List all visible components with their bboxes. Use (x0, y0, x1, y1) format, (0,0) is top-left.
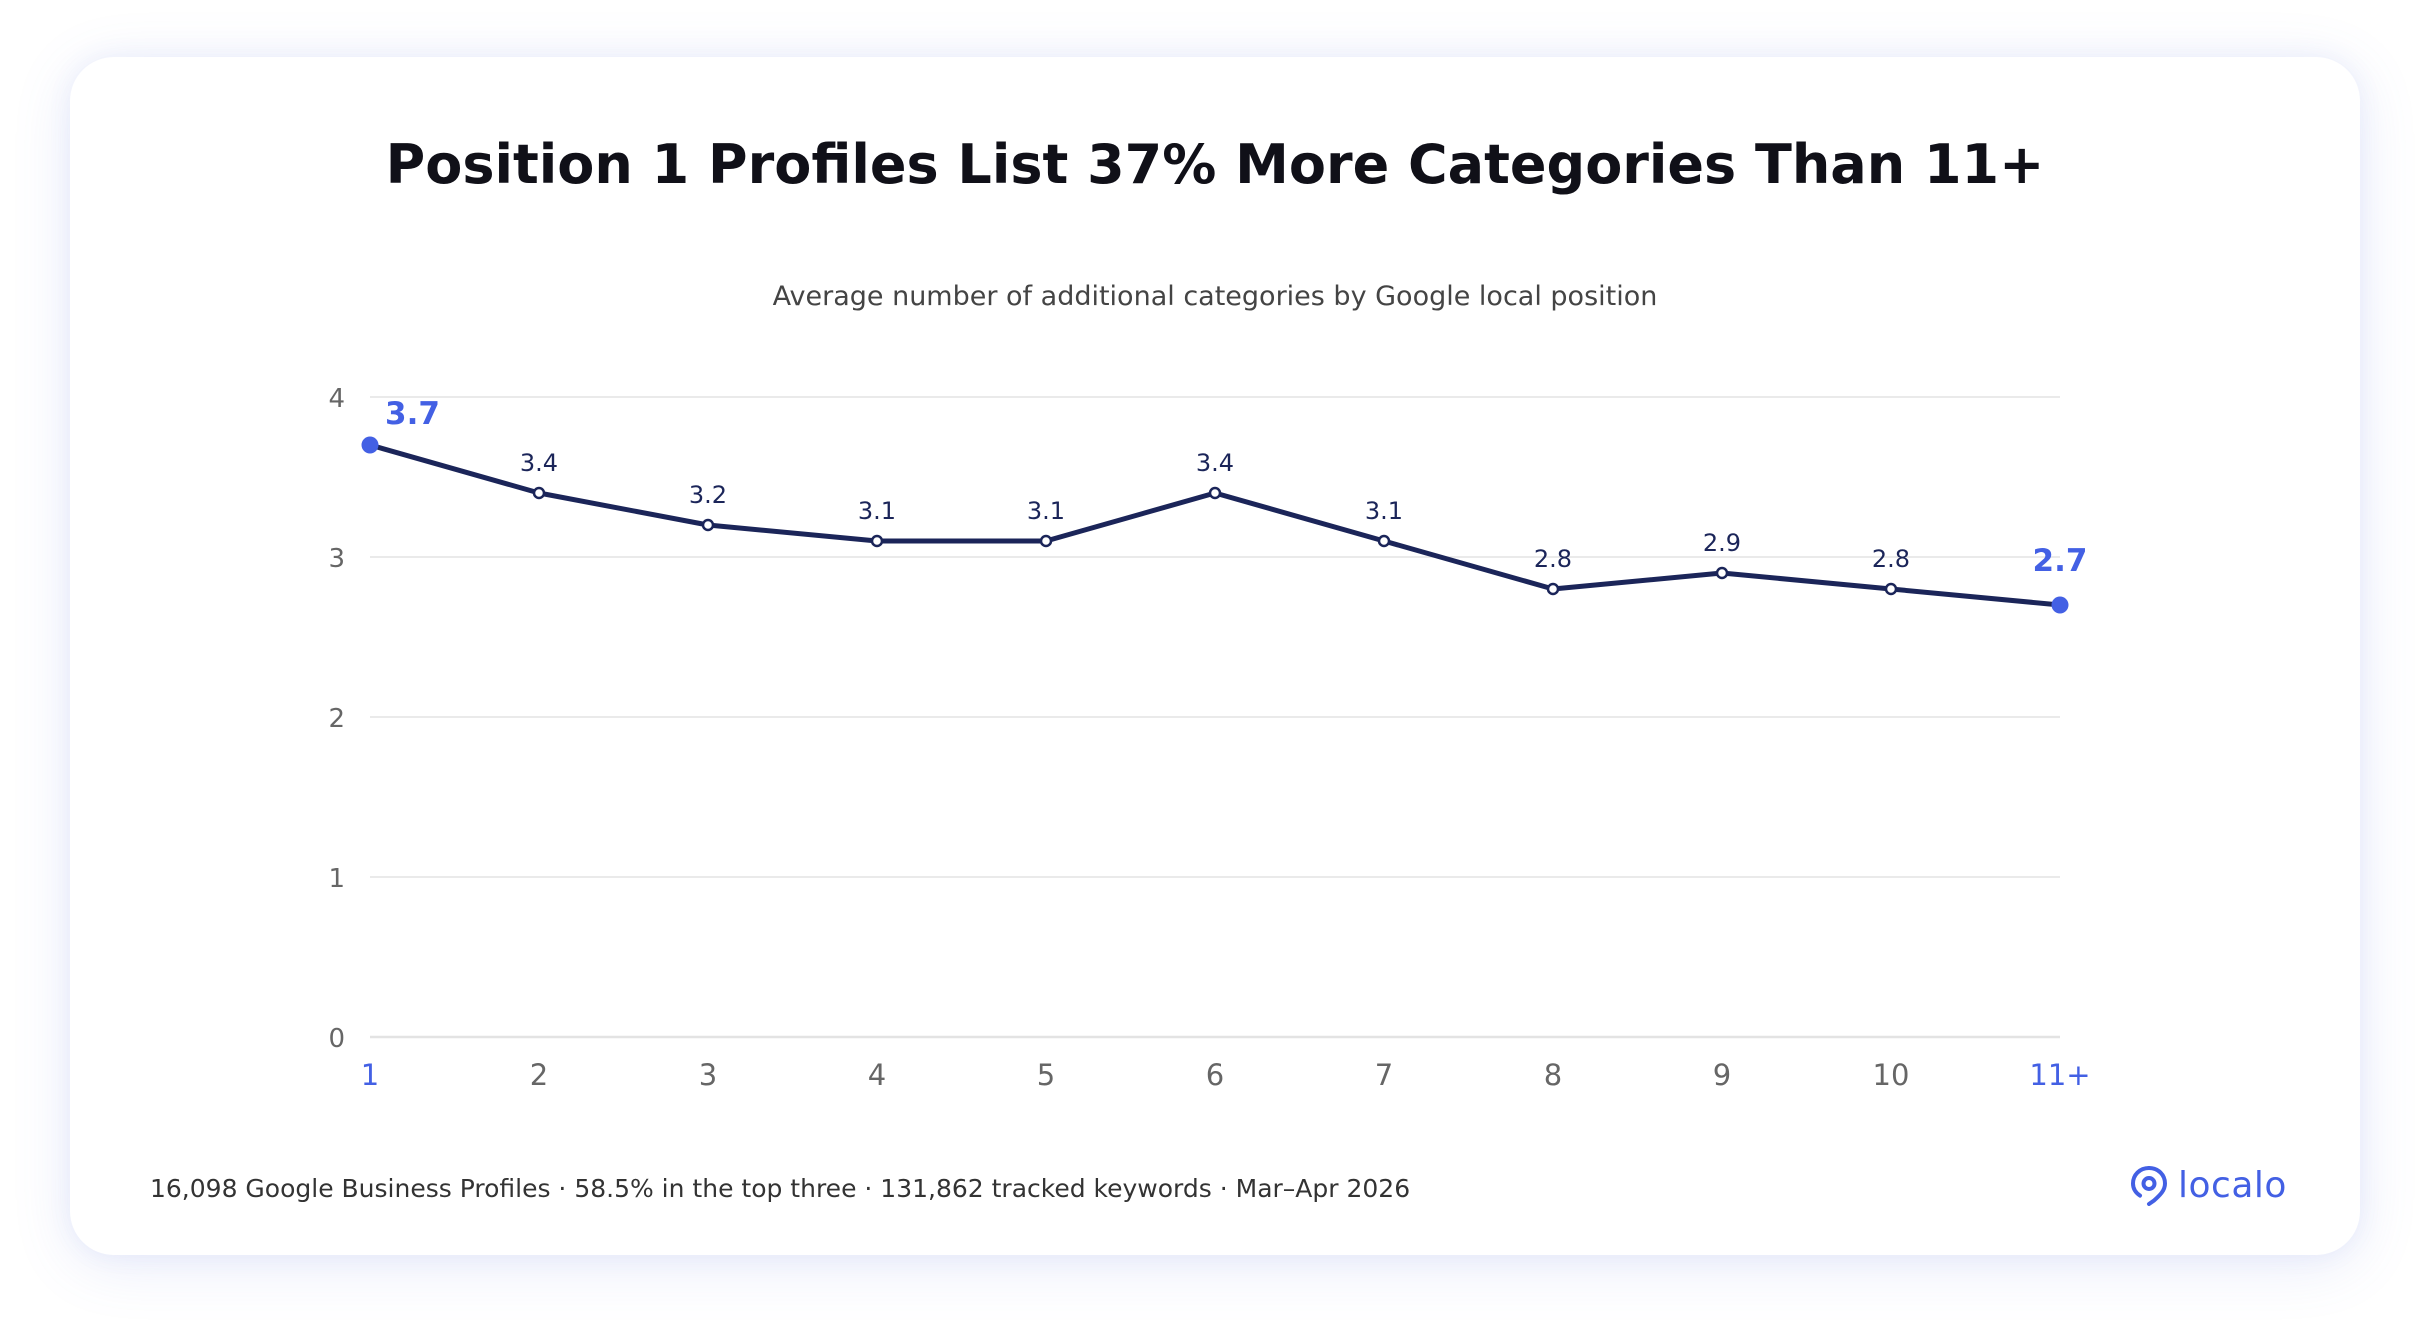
data-point (1039, 534, 1053, 548)
y-tick-label: 2 (328, 704, 345, 734)
data-label: 3.2 (689, 481, 727, 509)
y-tick-label: 4 (328, 384, 345, 414)
y-tick-label: 3 (328, 544, 345, 574)
data-point (1377, 534, 1391, 548)
data-labels: 3.7 3.4 3.2 3.1 3.1 3.4 3.1 2.8 2.9 2.8 2.7 (385, 396, 2087, 579)
chart-card (70, 57, 2360, 1255)
x-tick-label: 5 (1037, 1058, 1055, 1092)
x-tick-label: 8 (1544, 1058, 1562, 1092)
y-tick-label: 0 (328, 1024, 345, 1054)
data-label: 3.1 (1365, 497, 1403, 525)
data-point (701, 518, 715, 532)
x-tick-label: 7 (1375, 1058, 1393, 1092)
x-tick-label: 9 (1713, 1058, 1731, 1092)
data-label: 3.1 (858, 497, 896, 525)
chart-subtitle: Average number of additional categories … (772, 281, 1658, 312)
brand-name: localo (2178, 1164, 2287, 1206)
data-point (870, 534, 884, 548)
y-axis-ticks: 0 1 2 3 4 (328, 384, 345, 1054)
data-point (2051, 596, 2069, 614)
data-label: 3.4 (1196, 449, 1234, 477)
data-label: 2.7 (2033, 543, 2088, 579)
data-point (1884, 582, 1898, 596)
x-tick-label: 11+ (2029, 1058, 2090, 1092)
x-tick-label: 6 (1206, 1058, 1224, 1092)
data-label: 2.8 (1872, 545, 1910, 573)
x-tick-label: 1 (361, 1058, 379, 1092)
location-pin-icon (2130, 1166, 2168, 1206)
x-axis-ticks: 1 2 3 4 5 6 7 8 9 10 11+ (361, 1058, 2091, 1092)
data-point (1208, 486, 1222, 500)
data-point (532, 486, 546, 500)
data-label: 3.7 (385, 396, 440, 432)
chart-title: Position 1 Profiles List 37% More Catego… (385, 133, 2045, 196)
data-points (361, 436, 2069, 614)
data-point (1715, 566, 1729, 580)
brand-logo: localo (2128, 1160, 2287, 1210)
x-tick-label: 3 (699, 1058, 717, 1092)
data-label: 3.4 (520, 449, 558, 477)
data-label: 2.9 (1703, 529, 1741, 557)
data-point (361, 436, 379, 454)
gridlines (370, 396, 2060, 1039)
data-point (1546, 582, 1560, 596)
data-label: 3.1 (1027, 497, 1065, 525)
x-tick-label: 10 (1873, 1058, 1910, 1092)
footer-note: 16,098 Google Business Profiles · 58.5% … (150, 1174, 1411, 1203)
data-label: 2.8 (1534, 545, 1572, 573)
y-tick-label: 1 (328, 864, 345, 894)
x-tick-label: 4 (868, 1058, 886, 1092)
x-tick-label: 2 (530, 1058, 548, 1092)
